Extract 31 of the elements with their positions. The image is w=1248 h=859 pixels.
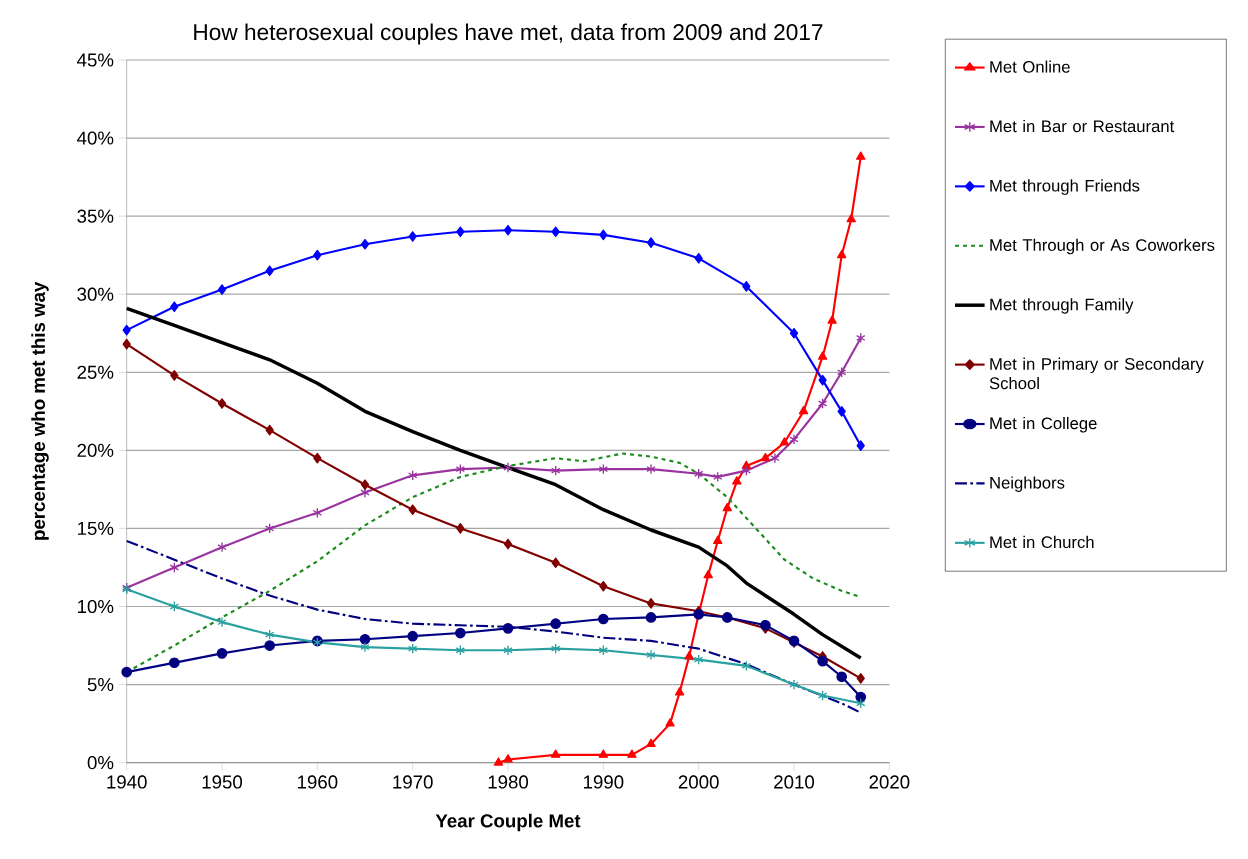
y-tick-label: 35% (77, 209, 114, 223)
legend-label: Met Through or As Coworkers (990, 238, 1215, 255)
legend-label: Met through Family (990, 298, 1134, 314)
legend-label: Met Online (990, 60, 1070, 73)
x-tick-label: 2020 (869, 775, 910, 789)
y-tick-label: 45% (77, 53, 114, 67)
y-axis-title: percentage who met this way (31, 281, 49, 540)
y-tick-label: 25% (77, 365, 114, 380)
legend-label: Met in Primary or Secondary School (989, 357, 1204, 390)
x-tick-label: 2010 (774, 775, 815, 789)
y-tick-label: 30% (77, 287, 114, 301)
y-tick-label: 20% (77, 443, 114, 458)
legend-label: Met in College (990, 417, 1097, 433)
x-tick-label: 1940 (107, 775, 147, 789)
legend-label: Met in Church (990, 535, 1094, 549)
legend-label: Neighbors (990, 476, 1065, 493)
y-tick-label: 0% (87, 756, 114, 770)
legend-label: Met in Bar or Restaurant (990, 120, 1175, 133)
y-tick-label: 40% (77, 131, 114, 145)
x-tick-label: 1990 (584, 775, 624, 789)
x-tick-label: 1950 (202, 775, 243, 789)
x-axis-title: Year Couple Met (435, 813, 581, 832)
x-tick-label: 1970 (393, 775, 433, 789)
y-tick-label: 5% (87, 678, 114, 692)
x-tick-label: 1960 (298, 775, 338, 789)
chart-title: How heterosexual couples have met, data from 2009 and 2017 (194, 23, 823, 45)
y-tick-label: 15% (78, 522, 114, 536)
x-tick-label: 1980 (488, 775, 529, 789)
legend-label: Met through Friends (990, 179, 1140, 196)
y-tick-label: 10% (78, 600, 114, 614)
x-tick-label: 2000 (678, 775, 719, 789)
